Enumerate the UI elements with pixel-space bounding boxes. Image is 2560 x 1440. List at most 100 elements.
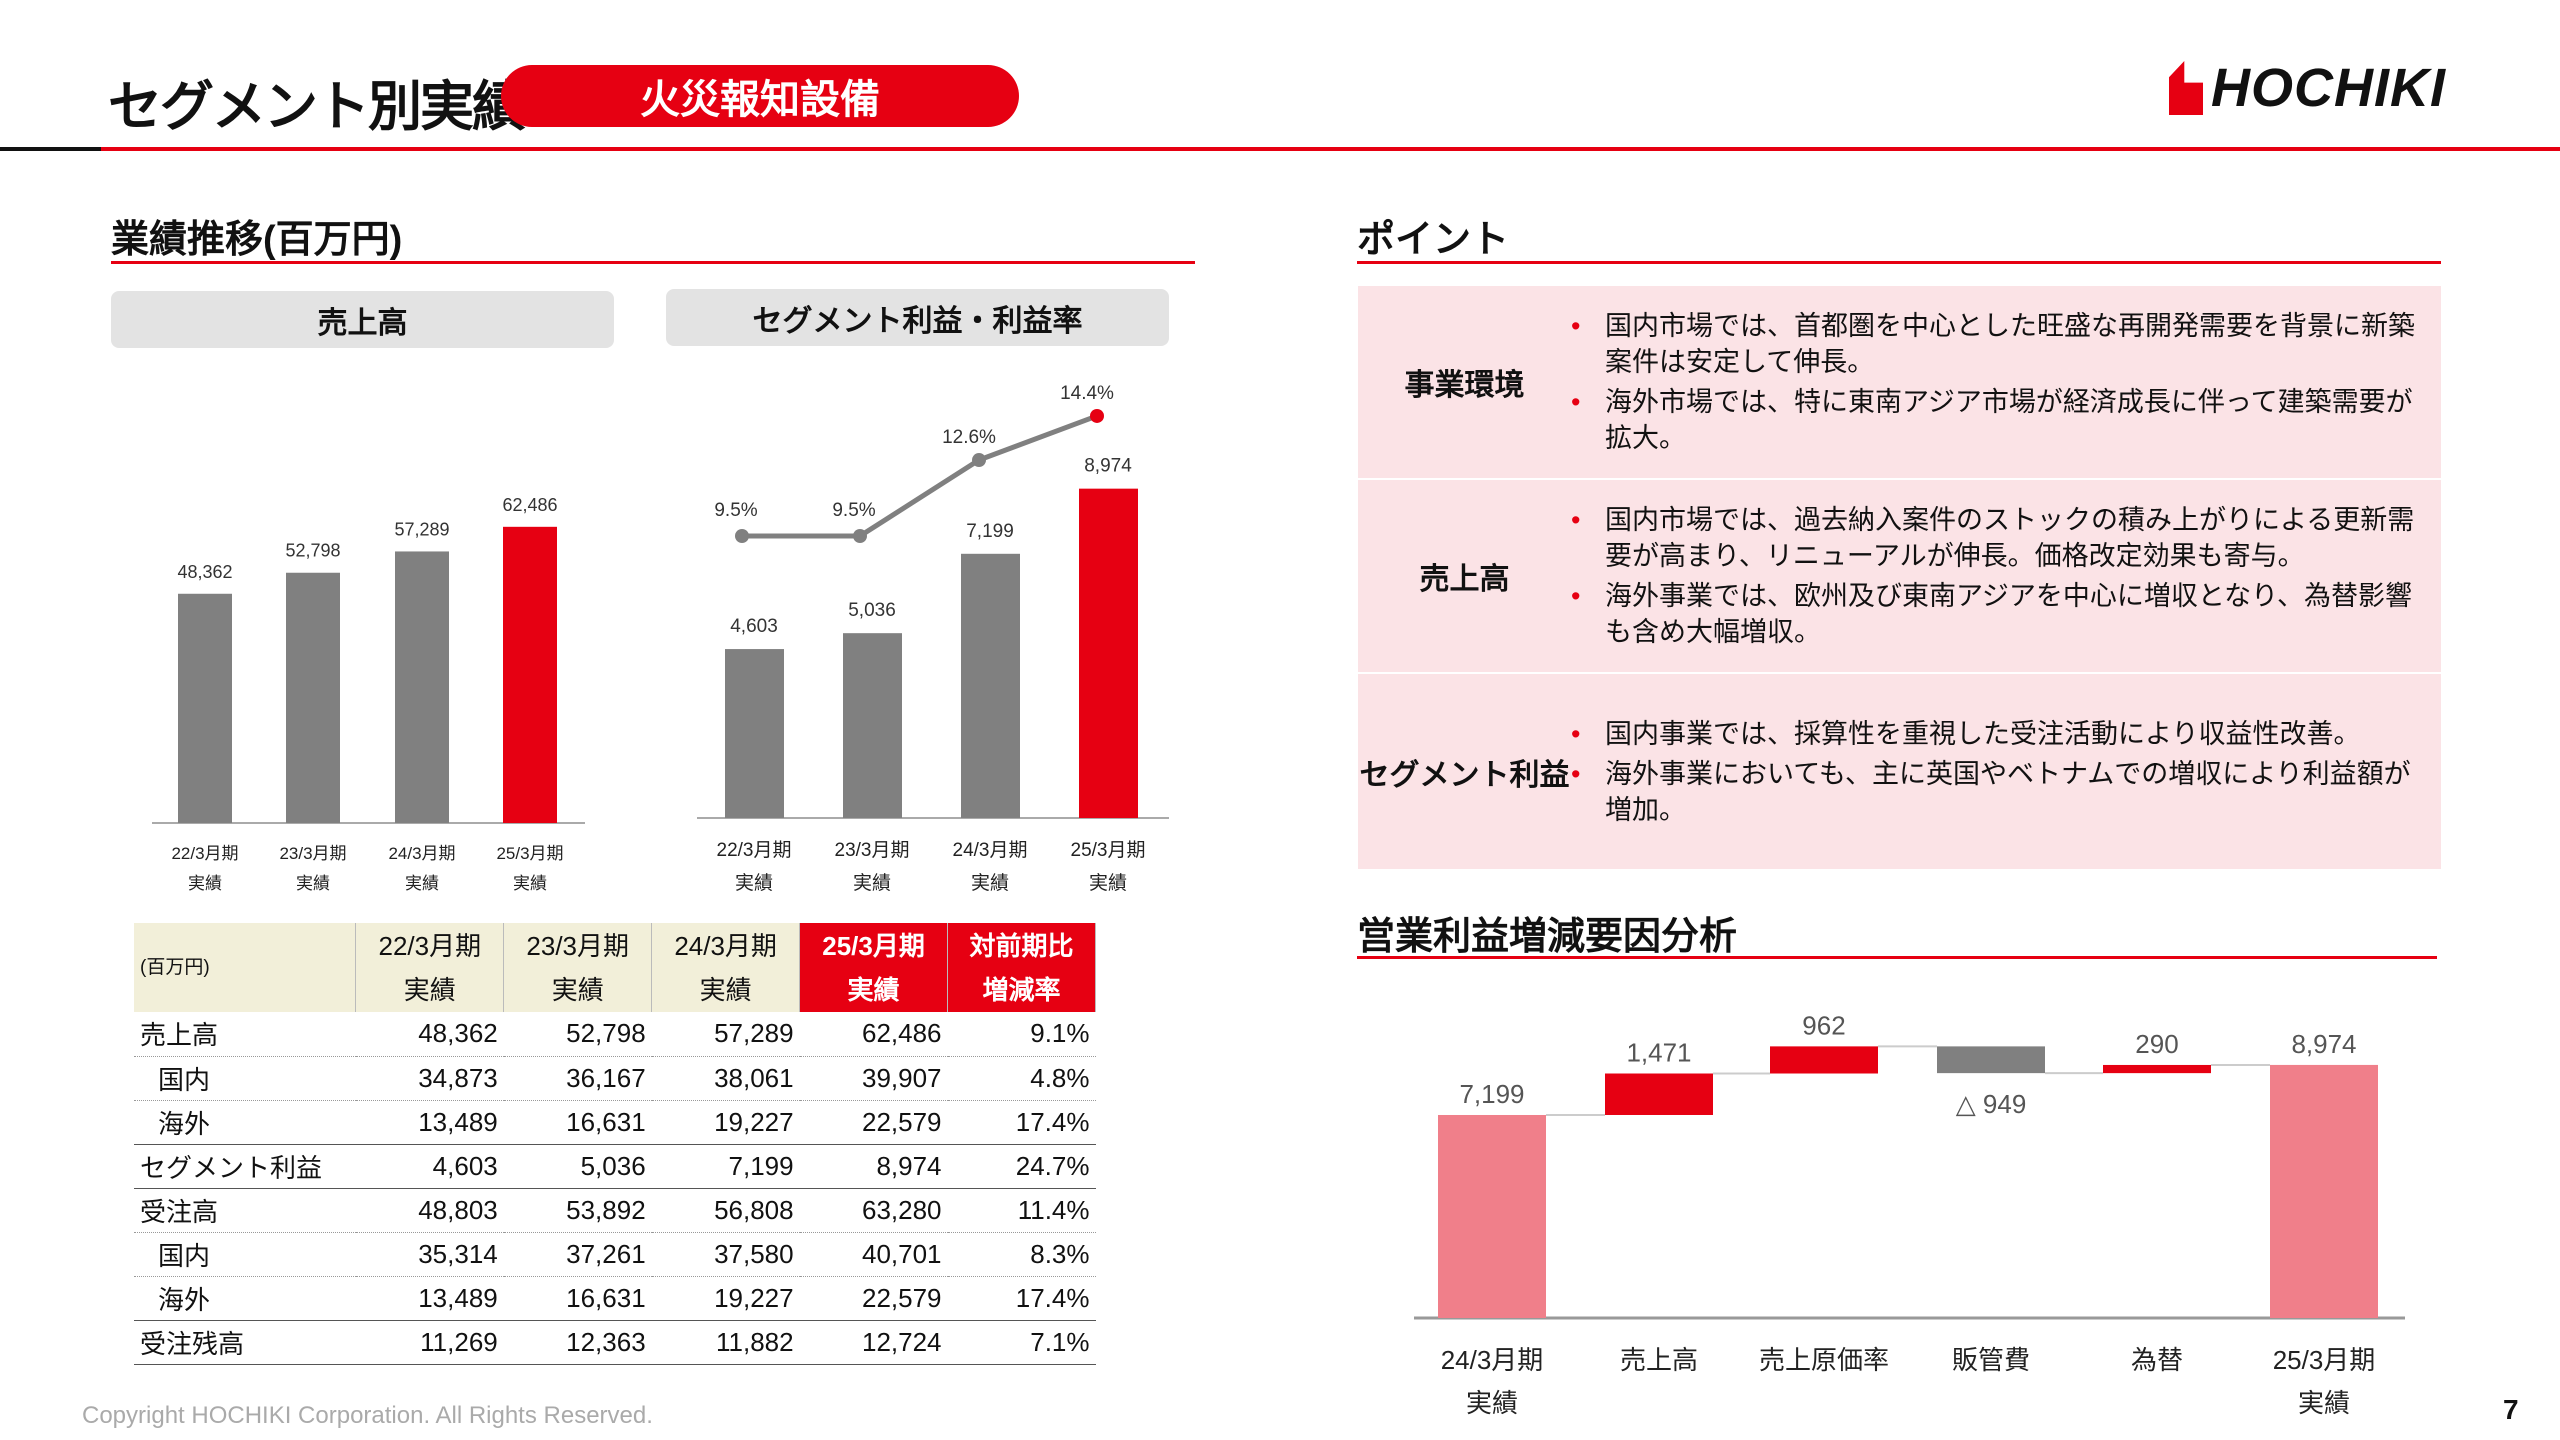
table-row: 受注高 48,803 53,892 56,808 63,280 11.4% [134, 1188, 1096, 1233]
table-cell: 24.7% [947, 1144, 1096, 1189]
column-header: 25/3月期 実績 [799, 923, 949, 1012]
data-label: 62,486 [502, 495, 557, 515]
table-cell: 16,631 [503, 1276, 652, 1321]
point-items: 国内市場では、過去納入案件のストックの積み上がりによる更新需要が高まり、リニュー… [1571, 498, 2441, 654]
x-tick-label: 25/3月期 [2273, 1345, 2376, 1375]
x-tick-label: 実績 [1089, 872, 1127, 894]
table-cell: 40,701 [799, 1232, 948, 1277]
waterfall-bar [1605, 1073, 1713, 1115]
table-cell: 48,803 [355, 1188, 504, 1233]
point-bullet: 海外事業では、欧州及び東南アジアを中心に増収となり、為替影響も含め大幅増収。 [1571, 578, 2433, 650]
table-cell: 7.1% [947, 1320, 1096, 1365]
point-bullet: 海外事業においても、主に英国やベトナムでの増収により利益額が増加。 [1571, 756, 2433, 828]
table-cell: 8,974 [799, 1144, 948, 1189]
point-bullet: 国内市場では、首都圏を中心とした旺盛な再開発需要を背景に新築案件は安定して伸長。 [1571, 308, 2433, 380]
table-cell: 12,363 [503, 1320, 652, 1365]
table-cell: 4.8% [947, 1056, 1096, 1101]
column-header: 22/3月期 実績 [355, 923, 505, 1012]
column-header: 24/3月期 実績 [651, 923, 801, 1012]
data-label: 8,974 [2291, 1029, 2356, 1059]
point-row: セグメント利益国内事業では、採算性を重視した受注活動により収益性改善。海外事業に… [1358, 674, 2441, 869]
row-label: 海外 [134, 1276, 356, 1321]
table-cell: 22,579 [799, 1276, 948, 1321]
x-tick-label: 22/3月期 [717, 839, 792, 861]
bar [961, 553, 1020, 818]
performance-underline [111, 261, 1195, 264]
table-cell: 19,227 [651, 1276, 800, 1321]
waterfall-underline [1357, 956, 2437, 959]
point-label: 売上高 [1419, 563, 1510, 596]
column-header-line: 増減率 [982, 974, 1061, 1005]
data-label: △ 949 [1956, 1089, 2027, 1119]
x-tick-label: 実績 [971, 872, 1009, 894]
table-cell: 39,907 [799, 1056, 948, 1101]
bar [395, 551, 449, 823]
x-tick-label: 24/3月期 [953, 839, 1028, 861]
table-cell: 13,489 [355, 1276, 504, 1321]
row-label: セグメント利益 [134, 1144, 356, 1189]
page-number: 7 [2503, 1394, 2519, 1425]
table-cell: 53,892 [503, 1188, 652, 1233]
row-label: 海外 [134, 1100, 356, 1145]
data-label: 57,289 [394, 519, 449, 539]
x-tick-label: 実績 [296, 874, 330, 893]
table-row: 売上高 48,362 52,798 57,289 62,486 9.1% [134, 1012, 1096, 1057]
hochiki-logo: HOCHIKI [2169, 58, 2446, 118]
waterfall-bar [1438, 1114, 1546, 1318]
row-label: 受注残高 [134, 1320, 356, 1365]
table-cell: 37,261 [503, 1232, 652, 1277]
table-row: 受注残高 11,269 12,363 11,882 12,724 7.1% [134, 1320, 1096, 1365]
x-tick-label: 実績 [513, 874, 547, 893]
x-tick-label: 実績 [405, 874, 439, 893]
bar [178, 593, 232, 823]
bar [1079, 488, 1138, 818]
table-cell: 37,580 [651, 1232, 800, 1277]
performance-heading: 業績推移(百万円) [111, 219, 403, 261]
column-header-line: 実績 [699, 974, 752, 1005]
table-cell: 63,280 [799, 1188, 948, 1233]
x-tick-label: 24/3月期 [388, 844, 455, 863]
point-items: 国内事業では、採算性を重視した受注活動により収益性改善。海外事業においても、主に… [1571, 712, 2441, 832]
column-header-line: 対前期比 [969, 930, 1074, 961]
header-divider-accent [0, 147, 101, 151]
x-tick-label: 販管費 [1952, 1345, 2030, 1375]
points-box: 事業環境 国内市場では、首都圏を中心とした旺盛な再開発需要を背景に新築案件は安定し… [1358, 286, 2441, 869]
table-cell: 62,486 [799, 1012, 948, 1057]
x-tick-label: 為替 [2131, 1345, 2183, 1375]
x-tick-label: 実績 [735, 872, 773, 894]
table-cell: 56,808 [651, 1188, 800, 1233]
waterfall-bar [2270, 1064, 2378, 1318]
row-label: 国内 [134, 1056, 356, 1101]
table-header-row: (百万円) 22/3月期 実績 23/3月期 実績 24/3月期 実績 25/3月期 実績 対前… [134, 923, 1096, 1012]
bar [286, 572, 340, 823]
x-tick-label: 22/3月期 [171, 844, 238, 863]
x-tick-label: 実績 [853, 872, 891, 894]
point-bullet: 国内事業では、採算性を重視した受注活動により収益性改善。 [1571, 716, 2433, 752]
x-tick-label: 25/3月期 [496, 844, 563, 863]
table-cell: 16,631 [503, 1100, 652, 1145]
x-tick-label: 実績 [2298, 1388, 2350, 1418]
row-label: 国内 [134, 1232, 356, 1277]
table-row: 国内 34,873 36,167 38,061 39,907 4.8% [134, 1056, 1096, 1101]
bar [843, 633, 902, 818]
bar [725, 649, 784, 818]
x-tick-label: 25/3月期 [1071, 839, 1146, 861]
table-cell: 17.4% [947, 1276, 1096, 1321]
x-tick-label: 実績 [188, 874, 222, 893]
table-row: セグメント利益 4,603 5,036 7,199 8,974 24.7% [134, 1144, 1096, 1189]
table-cell: 19,227 [651, 1100, 800, 1145]
table-cell: 48,362 [355, 1012, 504, 1057]
table-cell: 38,061 [651, 1056, 800, 1101]
margin-label: 12.6% [942, 427, 996, 448]
data-label: 290 [2135, 1029, 2178, 1059]
point-row: 事業環境 国内市場では、首都圏を中心とした旺盛な再開発需要を背景に新築案件は安定し… [1358, 286, 2441, 480]
table-cell: 11,269 [355, 1320, 504, 1365]
margin-point [1090, 408, 1104, 423]
point-row: 売上高 国内市場では、過去納入案件のストックの積み上がりによる更新需要が高まり、リ… [1358, 480, 2441, 674]
segment-badge: 火災報知設備 [501, 65, 1019, 127]
column-header: 23/3月期 実績 [503, 923, 653, 1012]
data-label: 1,471 [1626, 1038, 1691, 1068]
x-tick-label: 実績 [1466, 1388, 1518, 1418]
table-cell: 35,314 [355, 1232, 504, 1277]
